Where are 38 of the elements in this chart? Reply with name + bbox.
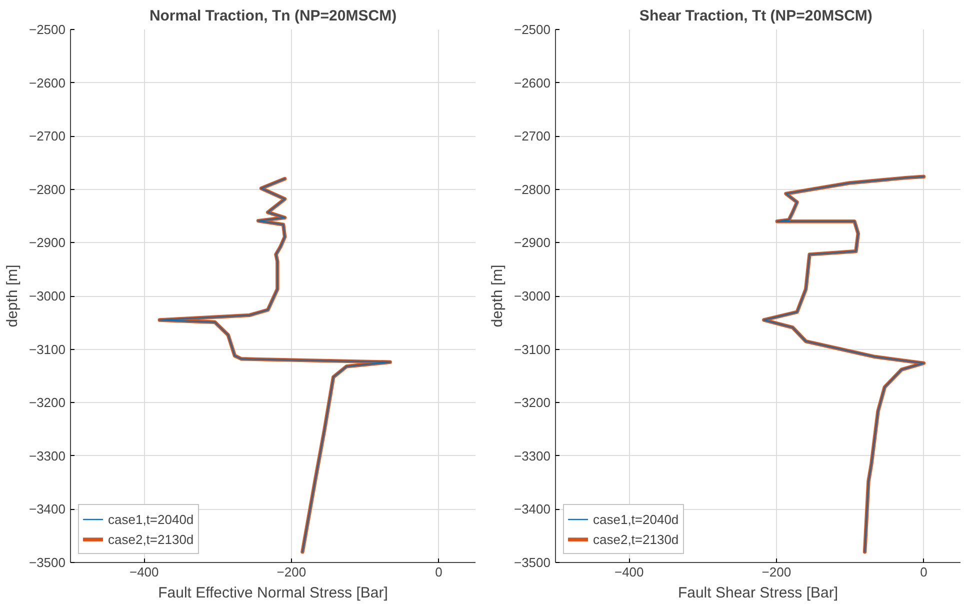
y-tick-label: −2500 bbox=[514, 22, 551, 37]
legend-label: case2,t=2130d bbox=[593, 532, 679, 546]
y-tick-label: −2700 bbox=[28, 128, 66, 144]
x-tick-label: −200 bbox=[762, 564, 792, 580]
y-tick-label: −2600 bbox=[514, 75, 551, 90]
y-axis-title: depth [m] bbox=[488, 264, 506, 328]
y-tick-label: −3200 bbox=[28, 395, 66, 410]
y-axis-title: depth [m] bbox=[4, 264, 21, 328]
x-tick-label: −400 bbox=[129, 564, 159, 580]
y-tick-label: −3400 bbox=[28, 502, 66, 517]
y-tick-label: −2600 bbox=[28, 75, 66, 90]
x-axis-title: Fault Effective Normal Stress [Bar] bbox=[158, 584, 388, 602]
x-tick-label: −200 bbox=[276, 564, 306, 580]
y-tick-label: −2900 bbox=[28, 235, 66, 250]
legend-label: case1,t=2040d bbox=[593, 512, 679, 526]
y-tick-label: −2900 bbox=[514, 235, 551, 250]
y-tick-label: −2500 bbox=[28, 22, 66, 37]
y-tick-label: −2700 bbox=[514, 128, 551, 144]
x-tick-label: 0 bbox=[920, 564, 928, 580]
chart-title: Shear Traction, Tt (NP=20MSCM) bbox=[639, 8, 872, 24]
y-tick-label: −3200 bbox=[514, 395, 551, 410]
x-tick-label: 0 bbox=[435, 564, 442, 580]
x-tick-label: −400 bbox=[614, 564, 644, 580]
y-tick-label: −3300 bbox=[514, 448, 551, 464]
y-tick-label: −3400 bbox=[514, 502, 551, 517]
legend-label: case2,t=2130d bbox=[108, 532, 194, 546]
legend-label: case1,t=2040d bbox=[108, 512, 194, 526]
y-tick-label: −3100 bbox=[514, 342, 551, 357]
chart-title: Normal Traction, Tn (NP=20MSCM) bbox=[149, 8, 397, 24]
y-tick-label: −3300 bbox=[28, 448, 66, 464]
y-tick-label: −2800 bbox=[514, 182, 551, 197]
y-tick-label: −3100 bbox=[28, 342, 66, 357]
y-tick-label: −3500 bbox=[514, 555, 551, 570]
x-axis-title: Fault Shear Stress [Bar] bbox=[678, 584, 838, 602]
y-tick-label: −2800 bbox=[28, 182, 66, 197]
y-tick-label: −3000 bbox=[514, 288, 551, 304]
y-tick-label: −3000 bbox=[28, 288, 66, 304]
y-tick-label: −3500 bbox=[28, 555, 66, 570]
